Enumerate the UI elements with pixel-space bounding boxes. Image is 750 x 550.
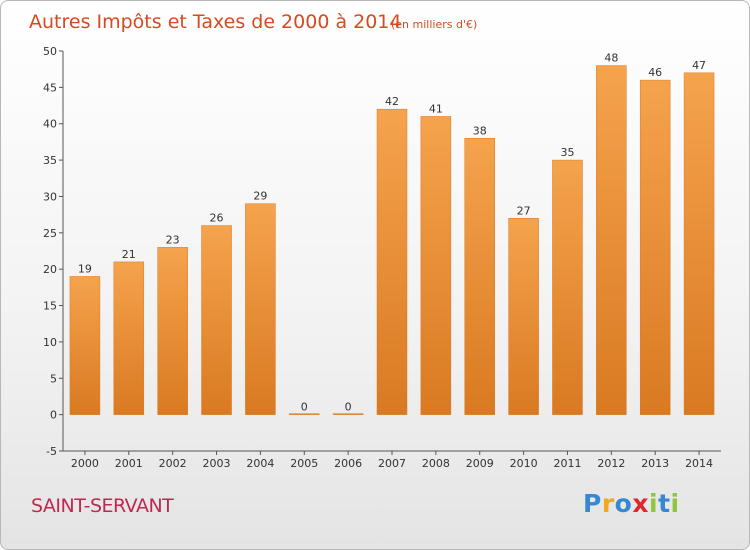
y-tick-labels: -5 0 5 10 15 20 25 30 35 40 45 50 <box>43 45 63 458</box>
value-label-2008: 41 <box>429 102 443 115</box>
value-label-2013: 46 <box>648 66 662 79</box>
x-tick-label-2005: 2005 <box>290 457 318 470</box>
bar-2003 <box>201 225 232 415</box>
y-tick-label: 45 <box>43 81 57 94</box>
bar-2008 <box>420 116 452 415</box>
y-tick-label: 50 <box>43 45 57 58</box>
value-label-2000: 19 <box>78 262 92 275</box>
value-label-2010: 27 <box>517 204 531 217</box>
x-tick-label-2008: 2008 <box>422 457 450 470</box>
y-tick-label: 25 <box>43 227 57 240</box>
commune-name: SAINT-SERVANT <box>31 495 174 517</box>
x-tick-label-2006: 2006 <box>334 457 362 470</box>
chart-subtitle: (en milliers d'€) <box>391 18 477 31</box>
y-tick-label: 30 <box>43 190 57 203</box>
logo-letter: r <box>601 489 615 518</box>
value-label-2011: 35 <box>560 146 574 159</box>
y-tick-label: 15 <box>43 300 57 313</box>
bar-2004 <box>245 203 276 415</box>
value-labels: 19 21 23 26 29 0 0 42 41 38 27 35 48 46 47 <box>78 52 706 414</box>
value-label-2005: 0 <box>301 401 308 414</box>
x-tick-label-2012: 2012 <box>597 457 625 470</box>
bar-2001 <box>113 261 145 415</box>
chart-title: Autres Impôts et Taxes de 2000 à 2014 <box>29 11 402 33</box>
y-tick-label: 5 <box>50 372 57 385</box>
bar-2009 <box>464 138 495 415</box>
bar-2014 <box>683 72 715 415</box>
logo-letter: o <box>614 489 633 518</box>
x-tick-label-2011: 2011 <box>553 457 581 470</box>
x-tick-label-2004: 2004 <box>246 457 274 470</box>
bar-2010 <box>508 218 539 415</box>
logo-letter: i <box>670 489 680 518</box>
logo-letter: t <box>658 489 671 518</box>
bar-2005 <box>289 413 320 415</box>
x-tick-label-2014: 2014 <box>685 457 713 470</box>
y-tick-label: 40 <box>43 118 57 131</box>
x-tick-label-2003: 2003 <box>203 457 231 470</box>
value-label-2002: 23 <box>166 233 180 246</box>
y-tick-label: 20 <box>43 263 57 276</box>
value-label-2001: 21 <box>122 248 136 261</box>
logo-letter: P <box>583 489 602 518</box>
value-label-2012: 48 <box>604 52 618 65</box>
x-tick-label-2007: 2007 <box>378 457 406 470</box>
y-tick-label: 0 <box>50 409 57 422</box>
y-tick-label: -5 <box>46 445 57 458</box>
value-label-2009: 38 <box>473 124 487 137</box>
bar-2011 <box>552 159 583 415</box>
x-tick-label-2000: 2000 <box>71 457 99 470</box>
x-tick-label-2009: 2009 <box>466 457 494 470</box>
bar-2012 <box>596 65 627 415</box>
x-tick-label-2001: 2001 <box>115 457 143 470</box>
bar-2007 <box>376 108 408 415</box>
proxiti-logo[interactable]: Proxiti <box>583 489 680 518</box>
value-label-2004: 29 <box>253 190 267 203</box>
value-label-2014: 47 <box>692 59 706 72</box>
value-label-2003: 26 <box>210 212 224 225</box>
bar-2002 <box>157 247 188 415</box>
logo-letter: i <box>649 489 659 518</box>
bar-2000 <box>69 276 101 415</box>
y-tick-label: 10 <box>43 336 57 349</box>
x-tick-label-2002: 2002 <box>159 457 187 470</box>
bar-2006 <box>332 413 364 415</box>
logo-letter: x <box>632 489 649 518</box>
value-label-2006: 0 <box>345 401 352 414</box>
bar-2013 <box>639 79 671 415</box>
x-tick-label-2013: 2013 <box>641 457 669 470</box>
bars <box>69 65 715 415</box>
x-tick-labels: 2000 2001 2002 2003 2004 2005 2006 2007 2008 2009… <box>71 451 713 470</box>
x-tick-label-2010: 2010 <box>510 457 538 470</box>
value-label-2007: 42 <box>385 95 399 108</box>
y-tick-label: 35 <box>43 154 57 167</box>
